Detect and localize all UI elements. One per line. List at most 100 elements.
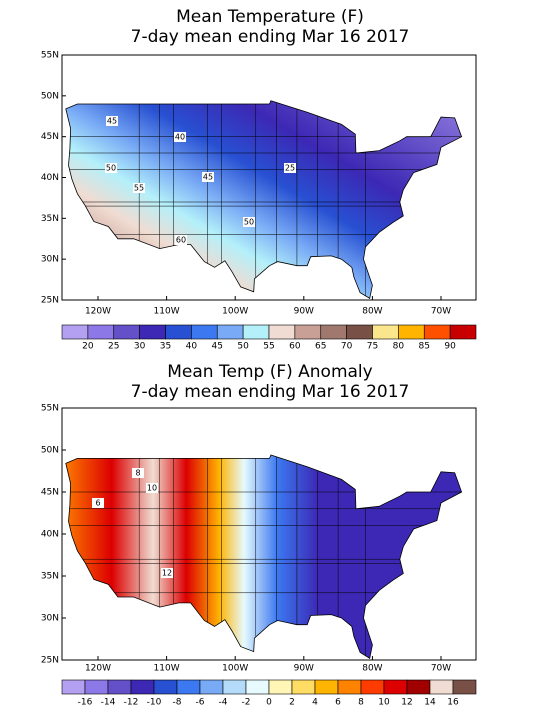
colorbar-swatch: [291, 679, 316, 695]
lon-label: 90W: [294, 664, 314, 674]
lat-label: 30N: [41, 614, 59, 624]
colorbar-label: -6: [196, 698, 205, 708]
colorbar-label: 90: [444, 342, 456, 352]
colorbar-label: -2: [242, 698, 251, 708]
colorbar-label: 40: [186, 342, 198, 352]
colorbar-swatch: [429, 679, 454, 695]
colorbar-swatch: [199, 679, 224, 695]
lon-label: 110W: [154, 664, 180, 674]
lat-label: 50N: [41, 91, 59, 101]
lon-label: 100W: [222, 664, 248, 674]
colorbar-label: 70: [341, 342, 353, 352]
colorbar-label: 45: [212, 342, 223, 352]
contour-label: 50: [106, 164, 116, 173]
colorbar-label: 75: [367, 342, 378, 352]
colorbar-swatch: [245, 679, 270, 695]
contour-label: 6: [95, 499, 100, 508]
contour-label: 25: [285, 164, 295, 173]
map-subtitle: 7-day mean ending Mar 16 2017: [131, 27, 410, 47]
lat-label: 55N: [41, 404, 59, 414]
contour-label: 45: [107, 117, 117, 126]
colorbar-swatch: [406, 679, 431, 695]
colorbar-swatch: [176, 679, 201, 695]
colorbar-label: -14: [101, 698, 116, 708]
contour-label-bg: [105, 163, 117, 173]
colorbar-swatch: [294, 324, 322, 340]
colorbar-label: 25: [108, 342, 119, 352]
lat-label: 45N: [41, 488, 59, 498]
lon-label: 110W: [154, 307, 180, 317]
lat-label: 35N: [41, 214, 59, 224]
colorbar-swatch: [449, 324, 477, 340]
colorbar-swatch: [165, 324, 192, 340]
us-outline: [65, 454, 463, 659]
colorbar-swatch: [346, 324, 373, 340]
colorbar-swatch: [320, 324, 347, 340]
colorbar-label: 35: [160, 342, 171, 352]
colorbar-swatch: [153, 679, 178, 695]
colorbar-swatch: [242, 324, 270, 340]
contour-label-bg: [202, 172, 214, 182]
lon-label: 90W: [294, 307, 314, 317]
lat-label: 55N: [41, 51, 59, 61]
colorbar-swatch: [139, 324, 166, 340]
colorbar-label: -4: [219, 698, 228, 708]
contour-label: 12: [162, 569, 172, 578]
lat-label: 35N: [41, 572, 59, 582]
lat-label: 30N: [41, 255, 59, 265]
map-subtitle: 7-day mean ending Mar 16 2017: [131, 382, 410, 402]
lon-label: 120W: [85, 664, 111, 674]
contour-label-bg: [284, 163, 296, 173]
colorbar-swatch: [337, 679, 362, 695]
colorbar-swatch: [383, 679, 408, 695]
colorbar-label: 14: [424, 698, 436, 708]
lon-label: 80W: [362, 307, 382, 317]
lon-label: 80W: [362, 664, 382, 674]
contour-label: 40: [175, 133, 185, 142]
colorbar-label: 55: [263, 342, 274, 352]
colorbar-label: -8: [173, 698, 182, 708]
contour-label-bg: [132, 468, 144, 478]
colorbar-swatch: [216, 324, 244, 340]
contour-label: 55: [134, 184, 144, 193]
colorbar-swatch: [191, 324, 218, 340]
colorbar-label: 65: [315, 342, 326, 352]
colorbar-label: 2: [289, 698, 295, 708]
colorbar-label: 16: [447, 698, 459, 708]
colorbar-swatch: [423, 324, 451, 340]
lon-label: 70W: [431, 307, 451, 317]
map-title: Mean Temp (F) Anomaly: [167, 362, 372, 382]
colorbar-swatch: [113, 324, 140, 340]
lat-label: 25N: [41, 656, 59, 666]
lat-label: 50N: [41, 446, 59, 456]
colorbar-label: -12: [124, 698, 139, 708]
colorbar-label: 60: [289, 342, 301, 352]
colorbar-swatch: [84, 679, 109, 695]
colorbar-label: 20: [82, 342, 94, 352]
colorbar-swatch: [268, 679, 293, 695]
colorbar-label: -16: [78, 698, 93, 708]
colorbar-label: 4: [312, 698, 318, 708]
colorbar-label: 12: [401, 698, 412, 708]
colorbar-swatch: [61, 679, 86, 695]
contour-label: 50: [244, 218, 254, 227]
contour-label-bg: [174, 132, 186, 142]
lon-label: 100W: [222, 307, 248, 317]
colorbar-swatch: [372, 324, 399, 340]
colorbar-label: 10: [378, 698, 390, 708]
colorbar-label: 30: [134, 342, 146, 352]
colorbar-swatch: [61, 324, 89, 340]
colorbar-label: -10: [147, 698, 162, 708]
contour-label-bg: [161, 568, 173, 578]
colorbar-label: 85: [419, 342, 430, 352]
colorbar-swatch: [360, 679, 385, 695]
colorbar-label: 8: [358, 698, 364, 708]
contour-label-bg: [133, 183, 145, 193]
contour-label: 60: [176, 236, 186, 245]
colorbar-label: 80: [393, 342, 405, 352]
colorbar-label: 0: [266, 698, 272, 708]
colorbar-swatch: [130, 679, 155, 695]
lat-label: 40N: [41, 530, 59, 540]
contour-label-bg: [92, 498, 104, 508]
